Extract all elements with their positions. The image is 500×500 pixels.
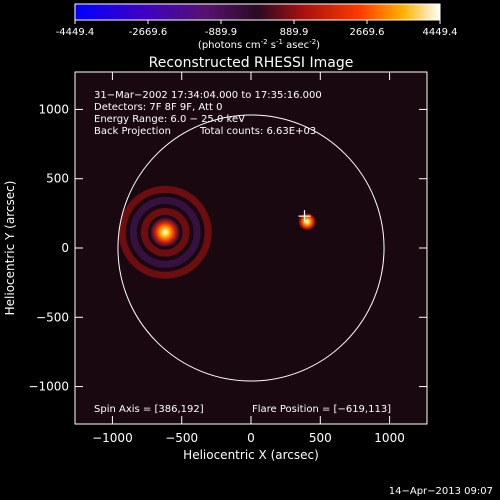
colorbar [74,3,441,21]
flare-position-marker [298,210,311,223]
colorbar-tick-label: 889.9 [280,27,309,38]
y-tick-label: 1000 [38,102,69,116]
colorbar-tick-label: 4449.4 [423,27,458,38]
algorithm: Back Projection [94,126,171,137]
colorbar-tick-label: 2669.6 [349,27,384,38]
ring [140,208,190,257]
colorbar-tick-label: -4449.4 [56,27,95,38]
y-tick-label: 0 [61,241,69,255]
x-tick-label: 1000 [374,431,405,445]
energy-range: Energy Range: 6.0 − 25.0 keV [94,114,245,125]
x-tick-label: 500 [309,431,332,445]
y-tick-label: −1000 [28,380,69,394]
info-annotations: 31−Mar−2002 17:34:04.000 to 17:35:16.000… [94,90,391,415]
ring [118,185,212,279]
colorbar-units: (photons cm-2 s-1 asec-2) [198,38,320,51]
ring [129,196,201,268]
x-tick-label: −500 [165,431,198,445]
colorbar-tick-label: -889.9 [205,27,237,38]
colorbar-tick-label: -2669.6 [129,27,168,38]
solar-limb [117,114,385,382]
spin-axis: Spin Axis = [386,192] [94,404,204,415]
plot-title: Reconstructed RHESSI Image [149,55,354,71]
timestamp: 14−Apr−2013 09:07 [389,486,493,497]
y-axis-label: Heliocentric Y (arcsec) [3,181,17,316]
time-range: 31−Mar−2002 17:34:04.000 to 17:35:16.000 [94,90,322,101]
y-tick-label: −500 [36,310,69,324]
primary-source [151,218,180,247]
x-axis-label: Heliocentric X (arcsec) [183,448,319,462]
x-tick-label: −1000 [92,431,133,445]
flare-position: Flare Position = [−619,113] [252,404,391,415]
y-tick-label: 500 [46,172,69,186]
secondary-source [298,212,317,231]
detectors: Detectors: 7F 8F 9F, Att 0 [94,102,222,113]
rhessi-image [75,72,427,424]
total-counts: Total counts: 6.63E+03 [199,126,316,137]
x-tick-label: 0 [247,431,255,445]
